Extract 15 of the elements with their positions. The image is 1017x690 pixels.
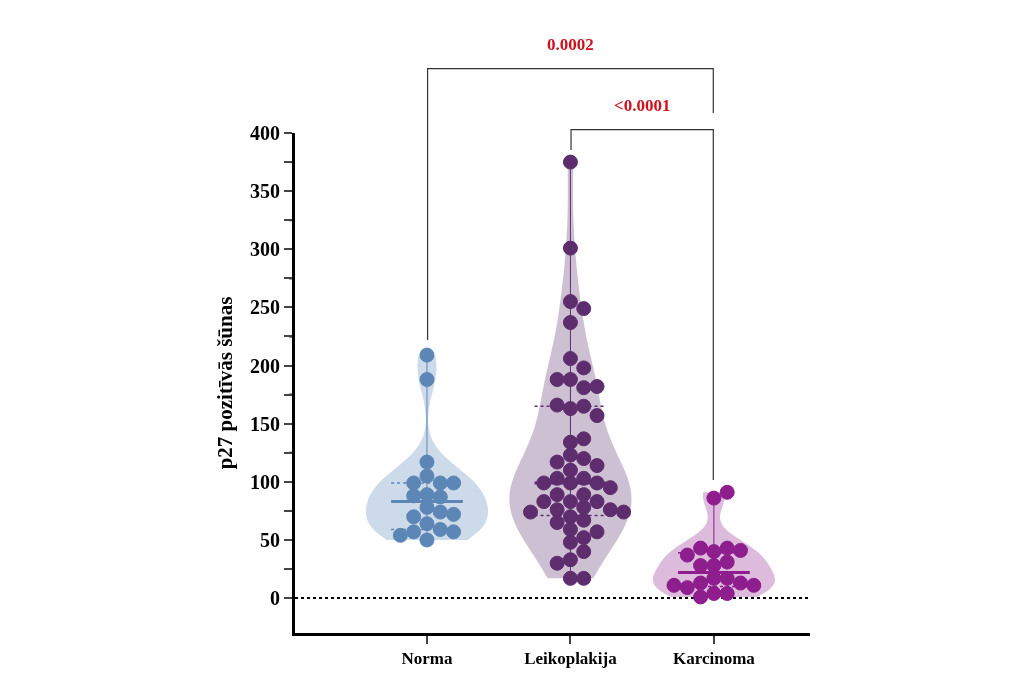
y-tick-label: 250 xyxy=(250,296,280,319)
y-tick-label: 50 xyxy=(260,528,280,551)
y-tick-label: 0 xyxy=(270,587,280,610)
x-tick-label: Leikoplakija xyxy=(524,649,618,669)
text: 0.0002 xyxy=(547,35,594,54)
y-tick-label: 350 xyxy=(250,180,280,203)
y-tick-label: 300 xyxy=(250,238,280,261)
y-tick-label: 150 xyxy=(250,412,280,435)
x-tick-label: Norma xyxy=(401,649,453,669)
y-axis-title: p27 pozitīvās šūnas xyxy=(213,296,238,470)
x-tick-label: Karcinoma xyxy=(672,649,756,669)
y-tick-label: 200 xyxy=(250,354,280,377)
y-tick-label: 400 xyxy=(250,122,280,144)
text: <0.0001 xyxy=(614,96,671,115)
y-tick-label: 100 xyxy=(250,470,280,493)
